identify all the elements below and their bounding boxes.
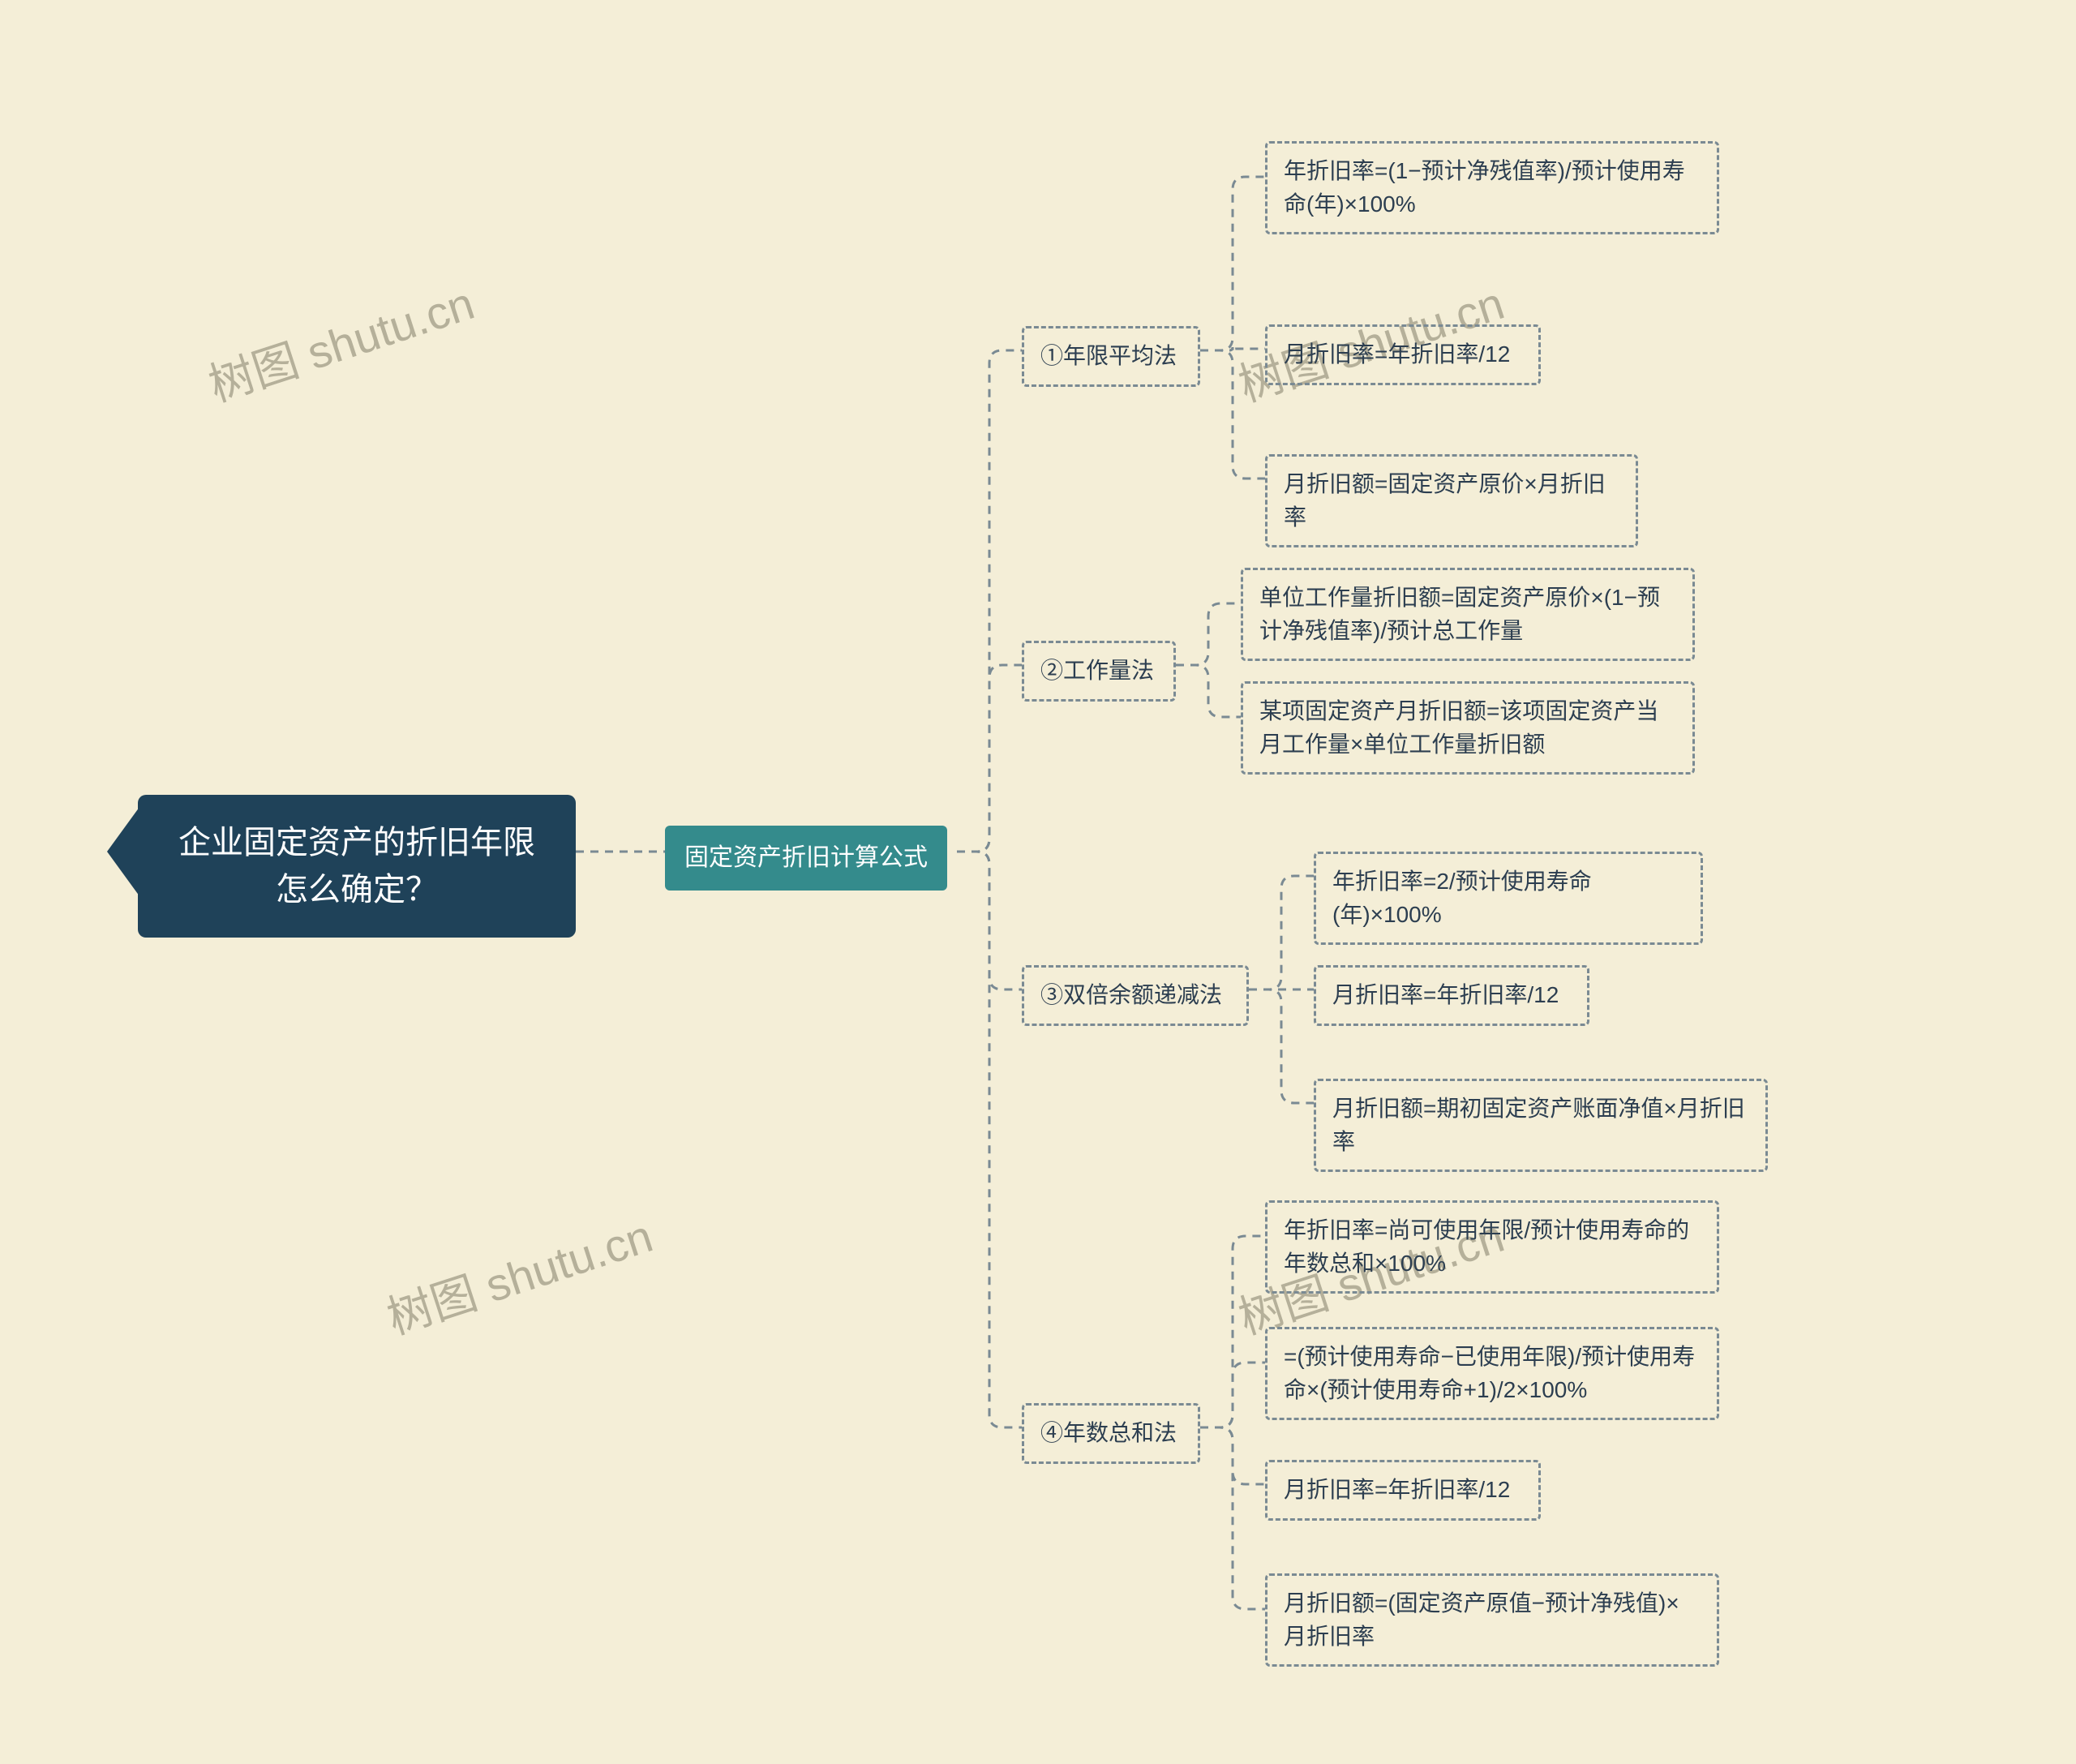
method-label: ③双倍余额递减法 (1040, 982, 1222, 1007)
leaf-node: =(预计使用寿命−已使用年限)/预计使用寿命×(预计使用寿命+1)/2×100% (1265, 1327, 1719, 1420)
leaf-text: 单位工作量折旧额=固定资产原价×(1−预计净残值率)/预计总工作量 (1259, 585, 1660, 643)
root-line1: 企业固定资产的折旧年限 (178, 825, 535, 861)
method-node-m2: ②工作量法 (1022, 641, 1176, 702)
leaf-node: 月折旧额=固定资产原价×月折旧率 (1265, 454, 1638, 547)
leaf-node: 月折旧率=年折旧率/12 (1265, 1460, 1541, 1521)
watermark: 树图 shutu.cn (378, 1200, 660, 1348)
leaf-text: 月折旧率=年折旧率/12 (1332, 982, 1559, 1007)
leaf-node: 年折旧率=尚可使用年限/预计使用寿命的年数总和×100% (1265, 1200, 1719, 1294)
leaf-text: 月折旧额=(固定资产原值−预计净残值)×月折旧率 (1284, 1590, 1679, 1649)
root-line2: 怎么确定？ (276, 872, 438, 908)
leaf-node: 月折旧率=年折旧率/12 (1265, 324, 1541, 385)
watermark: 树图 shutu.cn (199, 268, 482, 415)
level1-node: 固定资产折旧计算公式 (665, 826, 947, 891)
leaf-node: 单位工作量折旧额=固定资产原价×(1−预计净残值率)/预计总工作量 (1241, 568, 1695, 661)
leaf-text: 年折旧率=2/预计使用寿命(年)×100% (1332, 869, 1592, 927)
leaf-node: 某项固定资产月折旧额=该项固定资产当月工作量×单位工作量折旧额 (1241, 681, 1695, 775)
leaf-text: 年折旧率=(1−预计净残值率)/预计使用寿命(年)×100% (1284, 158, 1685, 217)
method-label: ④年数总和法 (1040, 1420, 1177, 1445)
root-node: 企业固定资产的折旧年限 怎么确定？ (138, 795, 576, 938)
leaf-text: 月折旧率=年折旧率/12 (1284, 341, 1510, 367)
leaf-text: 月折旧率=年折旧率/12 (1284, 1477, 1510, 1502)
method-node-m4: ④年数总和法 (1022, 1403, 1200, 1464)
leaf-node: 年折旧率=(1−预计净残值率)/预计使用寿命(年)×100% (1265, 141, 1719, 234)
leaf-node: 年折旧率=2/预计使用寿命(年)×100% (1314, 852, 1703, 945)
leaf-text: =(预计使用寿命−已使用年限)/预计使用寿命×(预计使用寿命+1)/2×100% (1284, 1344, 1695, 1402)
leaf-node: 月折旧额=期初固定资产账面净值×月折旧率 (1314, 1079, 1768, 1172)
leaf-text: 某项固定资产月折旧额=该项固定资产当月工作量×单位工作量折旧额 (1259, 698, 1658, 757)
method-node-m3: ③双倍余额递减法 (1022, 965, 1249, 1026)
leaf-text: 月折旧额=期初固定资产账面净值×月折旧率 (1332, 1096, 1745, 1154)
leaf-node: 月折旧额=(固定资产原值−预计净残值)×月折旧率 (1265, 1573, 1719, 1667)
leaf-text: 年折旧率=尚可使用年限/预计使用寿命的年数总和×100% (1284, 1217, 1689, 1276)
mindmap-canvas: 企业固定资产的折旧年限 怎么确定？ 固定资产折旧计算公式 树图 shutu.cn… (0, 0, 2076, 1764)
method-label: ①年限平均法 (1040, 343, 1177, 368)
root-arrow (107, 807, 139, 896)
leaf-node: 月折旧率=年折旧率/12 (1314, 965, 1589, 1026)
leaf-text: 月折旧额=固定资产原价×月折旧率 (1284, 471, 1606, 530)
method-label: ②工作量法 (1040, 658, 1154, 683)
method-node-m1: ①年限平均法 (1022, 326, 1200, 387)
level1-label: 固定资产折旧计算公式 (684, 844, 928, 871)
